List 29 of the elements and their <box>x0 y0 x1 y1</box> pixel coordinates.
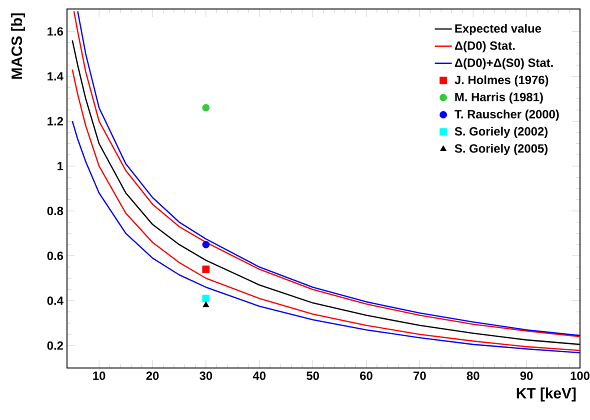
legend-label: Δ(D0)+Δ(S0) Stat. <box>454 58 553 70</box>
legend-label: S. Goriely (2002) <box>454 126 548 138</box>
x-tick-label: 30 <box>200 372 212 380</box>
y-tick-label: 1.4 <box>48 72 64 80</box>
legend-label: Expected value <box>455 24 542 36</box>
y-tick-label: 0.8 <box>47 206 64 216</box>
x-tick-label: 20 <box>146 372 159 380</box>
x-axis-title: KT [keV] <box>516 388 576 402</box>
y-tick-label: 1 <box>58 162 64 170</box>
y-axis-title: MACS [b] <box>11 13 25 79</box>
x-tick-label: 90 <box>520 372 533 380</box>
legend-label: M. Harris (1981) <box>455 92 543 104</box>
legend-label: J. Holmes (1976) <box>454 75 548 87</box>
legend-label: T. Rauscher (2000) <box>454 110 559 121</box>
y-tick-label: 1.2 <box>48 117 64 126</box>
x-tick-label: 100 <box>570 372 590 380</box>
y-tick-label: 0.6 <box>47 252 64 260</box>
x-tick-label: 70 <box>414 372 426 380</box>
x-tick-label: 60 <box>360 372 372 380</box>
x-tick-label: 80 <box>466 372 480 380</box>
x-tick-label: 50 <box>306 372 319 380</box>
line-series <box>72 120 580 354</box>
legend-label: Δ(D0) Stat. <box>454 41 515 52</box>
x-tick-label: 40 <box>252 372 266 380</box>
y-tick-label: 1.6 <box>48 27 64 36</box>
y-tick-label: 0.2 <box>47 341 64 350</box>
y-tick-label: 0.4 <box>47 296 64 305</box>
x-tick-label: 10 <box>93 372 106 380</box>
legend-label: S. Goriely (2005) <box>454 144 548 156</box>
